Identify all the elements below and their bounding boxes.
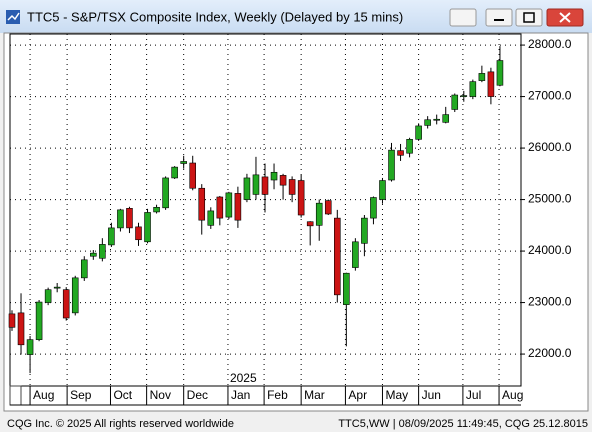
x-tick-label: Sep: [70, 388, 92, 402]
scroll-box[interactable]: [9, 385, 22, 406]
x-tick-label: Nov: [150, 388, 171, 402]
candle-body: [207, 210, 215, 226]
x-tick-label: Jun: [422, 388, 441, 402]
candle-body: [406, 139, 413, 154]
candle-body: [234, 193, 242, 221]
y-tick-label: 25000.0: [528, 192, 572, 206]
candle-body: [180, 161, 187, 164]
candle-body: [8, 313, 16, 328]
candle-body: [189, 162, 196, 189]
candle-body: [478, 73, 486, 81]
candle-body: [451, 94, 459, 110]
candle-body: [135, 226, 142, 241]
x-tick-label: Mar: [304, 388, 325, 402]
x-tick-label: Aug: [502, 388, 523, 402]
x-tick-label: Aug: [33, 388, 54, 402]
candle-body: [306, 221, 314, 227]
candle-body: [144, 212, 151, 243]
candle-body: [243, 177, 251, 200]
y-tick-label: 26000.0: [528, 140, 572, 154]
candle-body: [343, 272, 350, 305]
candle-body: [442, 114, 450, 123]
candle-body: [370, 197, 377, 219]
candle-body: [261, 176, 269, 195]
y-tick-label: 24000.0: [528, 243, 572, 257]
candle-body: [487, 71, 495, 97]
x-tick-label: Jan: [231, 388, 250, 402]
candle-body: [379, 180, 386, 200]
x-tick-label: Dec: [187, 388, 208, 402]
candle-body: [388, 149, 395, 181]
candle-body: [352, 241, 359, 268]
candle-body: [90, 252, 97, 257]
candle-body: [153, 206, 160, 213]
candle-body: [315, 202, 323, 226]
candle-body: [53, 286, 61, 289]
y-tick-label: 28000.0: [528, 37, 572, 51]
candle-body: [117, 209, 124, 229]
candle-body: [424, 119, 431, 126]
footer-left: CQG Inc. © 2025 All rights reserved worl…: [7, 418, 234, 430]
x-tick-label: Jul: [466, 388, 481, 402]
link-button[interactable]: [449, 8, 477, 27]
candle-body: [62, 289, 70, 319]
window-title: TTC5 - S&P/TSX Composite Index, Weekly (…: [27, 9, 403, 24]
candle-body: [270, 171, 278, 181]
candle-body: [216, 196, 224, 219]
app-icon-glyph: [7, 12, 20, 21]
candle-body: [80, 259, 88, 279]
candle-body: [252, 174, 260, 195]
candle-body: [361, 217, 368, 244]
x-tick-label: Oct: [113, 388, 132, 402]
candle-body: [433, 118, 440, 121]
x-tick-label: Apr: [348, 388, 367, 402]
candle-body: [44, 289, 52, 303]
candle-body: [297, 180, 305, 216]
candle-body: [26, 339, 34, 355]
candle-body: [108, 227, 115, 246]
chart: 22000.0 23000.0 24000.0 25000.0 26000.0 27000…: [8, 34, 572, 405]
candle-body: [225, 192, 233, 218]
y-tick-label: 22000.0: [528, 346, 572, 360]
close-glyph: [559, 12, 571, 23]
candle-body: [171, 166, 178, 179]
footer-right: TTC5,WW | 08/09/2025 11:49:45, CQG 25.12…: [338, 418, 588, 430]
candle-body: [162, 177, 169, 209]
x-tick-label: Feb: [267, 388, 288, 402]
restore-button[interactable]: [515, 8, 543, 27]
x-tick-label: May: [385, 388, 408, 402]
candle-body: [324, 200, 332, 215]
candle-body: [397, 150, 404, 156]
y-tick-label: 27000.0: [528, 89, 572, 103]
candle-body: [126, 208, 133, 229]
candle-body: [17, 312, 25, 346]
candle-body: [71, 277, 79, 314]
candle-body: [415, 125, 422, 140]
candle-body: [334, 217, 341, 296]
annotation: 2025: [230, 371, 257, 385]
candle-body: [460, 95, 468, 97]
candle-body: [35, 301, 43, 340]
y-tick-label: 23000.0: [528, 295, 572, 309]
candle-body: [496, 60, 504, 86]
candle-body: [288, 179, 296, 195]
candle-body: [469, 81, 477, 97]
candle-body: [198, 187, 206, 221]
candle-body: [99, 244, 106, 259]
candle-body: [279, 175, 287, 186]
minimize-button[interactable]: [485, 8, 513, 27]
restore-glyph: [523, 12, 535, 23]
